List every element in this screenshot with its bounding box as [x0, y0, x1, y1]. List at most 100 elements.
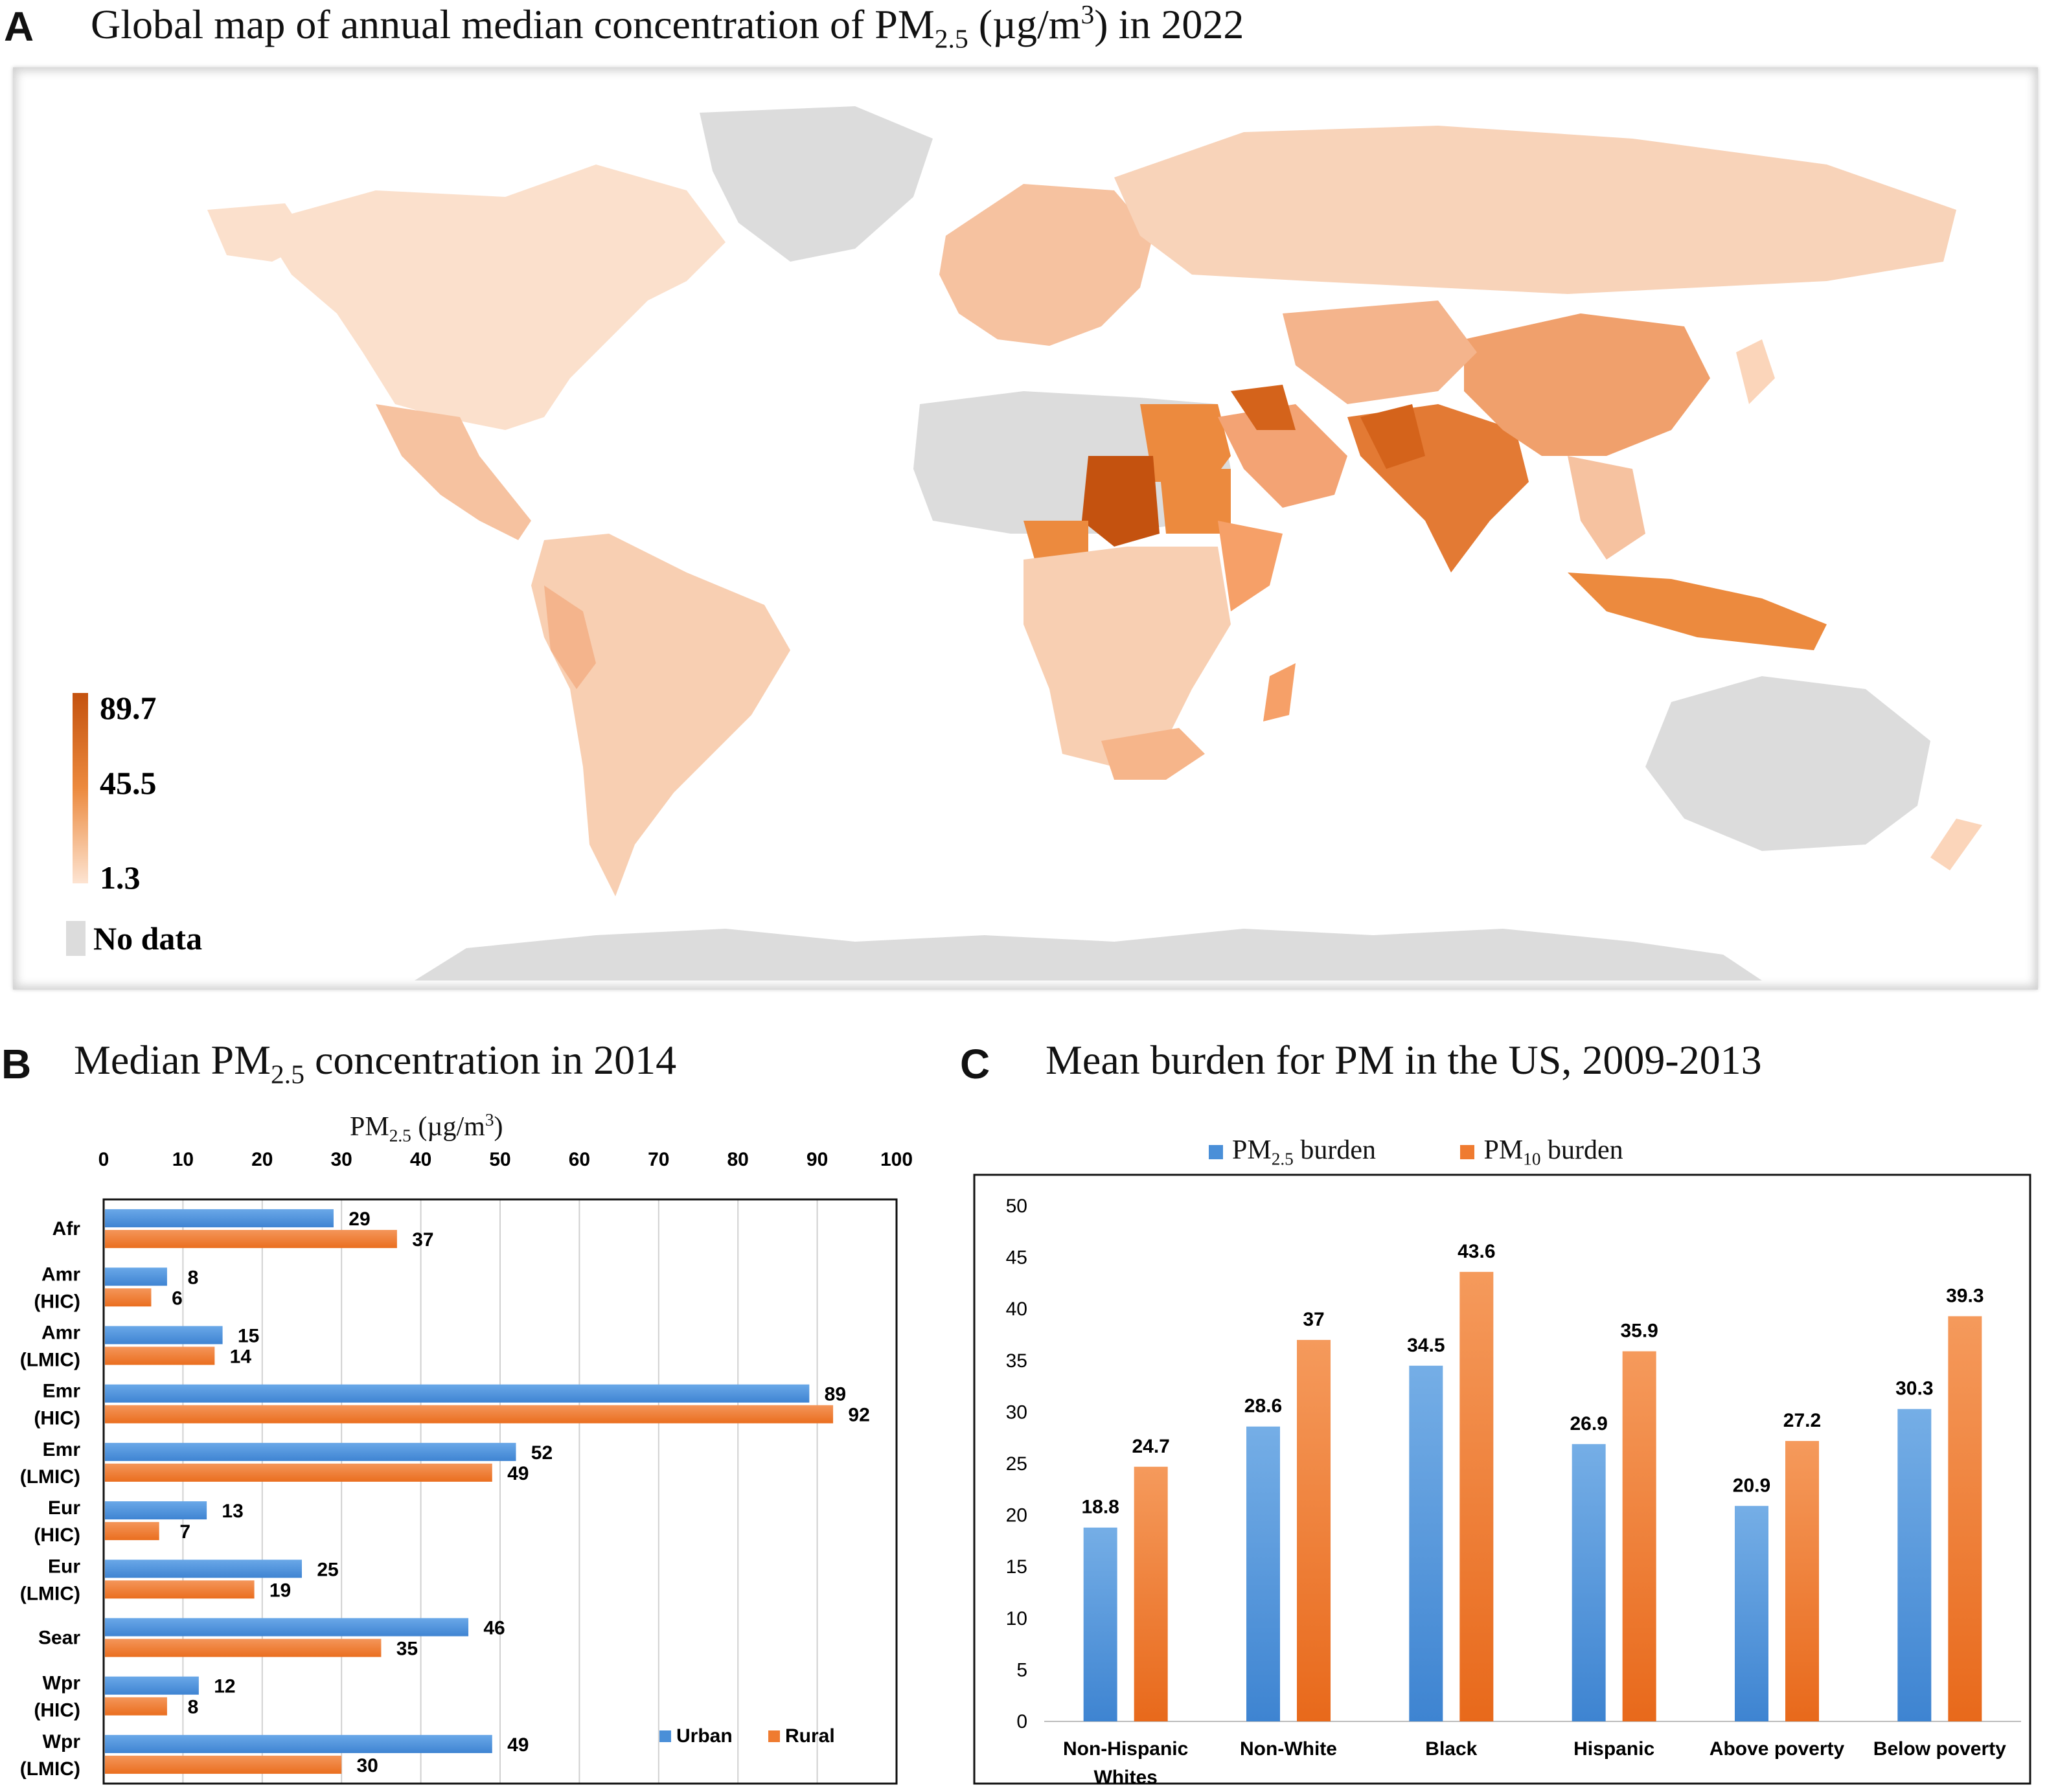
- category-label: Emr: [43, 1439, 81, 1460]
- bar-urban: [105, 1267, 167, 1286]
- x-tick-label: 10: [172, 1149, 194, 1170]
- legend-label-rural: Rural: [785, 1725, 835, 1747]
- category-label: (LMIC): [20, 1350, 80, 1371]
- category-label: Non-Hispanic: [1063, 1738, 1188, 1760]
- legend-label-pm25: PM2.5 burden: [1232, 1135, 1376, 1169]
- region-australia: [1645, 676, 1930, 851]
- y-tick-label: 5: [1016, 1659, 1027, 1681]
- bar-rural: [105, 1346, 215, 1365]
- data-label: 30.3: [1895, 1378, 1933, 1400]
- region-chad: [1082, 456, 1160, 547]
- x-tick-label: 60: [569, 1149, 590, 1170]
- data-label: 24.7: [1132, 1436, 1169, 1457]
- data-label: 18.8: [1081, 1497, 1119, 1518]
- legend-nodata-label: No data: [93, 920, 202, 957]
- y-tick-label: 25: [1006, 1453, 1027, 1475]
- category-label: (LMIC): [20, 1583, 80, 1604]
- bar-rural: [105, 1697, 167, 1716]
- data-label: 37: [1303, 1309, 1324, 1330]
- region-antarctica: [415, 929, 1762, 981]
- panel-b-axis-title: PM2.5 (µg/m3): [350, 1110, 503, 1146]
- bar-urban: [105, 1209, 334, 1228]
- data-label: 89: [825, 1384, 846, 1405]
- bar-urban: [105, 1326, 223, 1344]
- bar-urban: [105, 1559, 302, 1578]
- category-label: Wpr: [43, 1731, 81, 1752]
- x-tick-label: 90: [806, 1149, 828, 1170]
- legend-swatch-urban: [659, 1730, 671, 1742]
- plot-frame: [102, 1198, 898, 1785]
- data-label: 19: [269, 1580, 291, 1601]
- bar-urban: [105, 1618, 469, 1637]
- data-label: 43.6: [1458, 1241, 1495, 1262]
- legend-colorbar: [73, 693, 88, 883]
- bar-pm10: [1622, 1351, 1656, 1721]
- data-label: 29: [349, 1208, 370, 1230]
- bar-rural: [105, 1580, 255, 1599]
- region-sudan: [1160, 469, 1231, 534]
- category-label: Amr: [41, 1264, 80, 1285]
- region-japan: [1736, 339, 1775, 404]
- category-label: (HIC): [34, 1700, 80, 1721]
- bar-pm25: [1572, 1444, 1606, 1721]
- data-label: 26.9: [1570, 1413, 1607, 1435]
- data-label: 20.9: [1733, 1475, 1770, 1496]
- category-label: Black: [1425, 1738, 1477, 1760]
- region-iraq: [1231, 385, 1296, 430]
- world-map-svg: 89.7 45.5 1.3 No data: [66, 106, 1982, 981]
- data-label: 7: [179, 1521, 190, 1543]
- data-label: 25: [317, 1559, 338, 1580]
- data-label: 14: [230, 1346, 252, 1368]
- x-tick-label: 50: [489, 1149, 510, 1170]
- bar-urban: [105, 1676, 199, 1695]
- category-label: (HIC): [34, 1525, 80, 1546]
- bar-pm10: [1134, 1466, 1168, 1721]
- category-label: Hispanic: [1573, 1738, 1654, 1760]
- bar-urban: [105, 1734, 492, 1753]
- data-label: 92: [848, 1405, 869, 1426]
- data-label: 15: [238, 1326, 259, 1347]
- x-tick-label: 30: [331, 1149, 352, 1170]
- bar-pm10: [1459, 1271, 1494, 1721]
- legend-swatch-pm10: [1460, 1145, 1475, 1160]
- region-arabia: [1218, 404, 1347, 508]
- x-tick-label: 20: [251, 1149, 273, 1170]
- x-tick-label: 0: [98, 1149, 109, 1170]
- category-label: (LMIC): [20, 1466, 80, 1488]
- panel-a-letter: A: [4, 3, 34, 50]
- data-label: 8: [188, 1697, 199, 1718]
- plot-frame: [973, 1174, 2031, 1785]
- y-tick-label: 20: [1006, 1505, 1027, 1526]
- region-indonesia: [1568, 573, 1827, 650]
- region-east-africa: [1218, 521, 1283, 611]
- region-southeast-asia: [1568, 456, 1645, 560]
- y-tick-label: 30: [1006, 1401, 1027, 1423]
- panel-a-title: Global map of annual median concentratio…: [91, 0, 1244, 54]
- y-tick-label: 45: [1006, 1247, 1027, 1269]
- legend-label-pm10: PM10 burden: [1483, 1135, 1623, 1169]
- region-south-america: [531, 534, 790, 896]
- data-label: 6: [172, 1287, 183, 1309]
- bar-pm25: [1409, 1365, 1443, 1721]
- region-south-africa: [1101, 728, 1205, 780]
- region-europe: [939, 184, 1153, 346]
- data-label: 49: [507, 1463, 529, 1484]
- bar-pm25: [1897, 1409, 1932, 1721]
- bar-urban: [105, 1501, 207, 1520]
- bar-pm25: [1735, 1506, 1768, 1721]
- bar-pm10: [1785, 1440, 1819, 1721]
- category-label: (HIC): [34, 1291, 80, 1312]
- category-label: (LMIC): [20, 1758, 80, 1780]
- data-label: 39.3: [1946, 1285, 1984, 1306]
- category-label: Below poverty: [1873, 1738, 2006, 1760]
- x-tick-label: 100: [880, 1149, 913, 1170]
- legend-nodata-swatch: [66, 921, 86, 956]
- data-label: 35.9: [1620, 1320, 1658, 1341]
- region-alaska: [207, 203, 311, 262]
- panel-c-title: Mean burden for PM in the US, 2009-2013: [1046, 1037, 1762, 1083]
- region-pakistan: [1360, 404, 1425, 469]
- bar-pm25: [1246, 1426, 1280, 1721]
- bar-rural: [105, 1288, 152, 1307]
- y-tick-label: 10: [1006, 1608, 1027, 1629]
- region-north-america: [259, 164, 726, 430]
